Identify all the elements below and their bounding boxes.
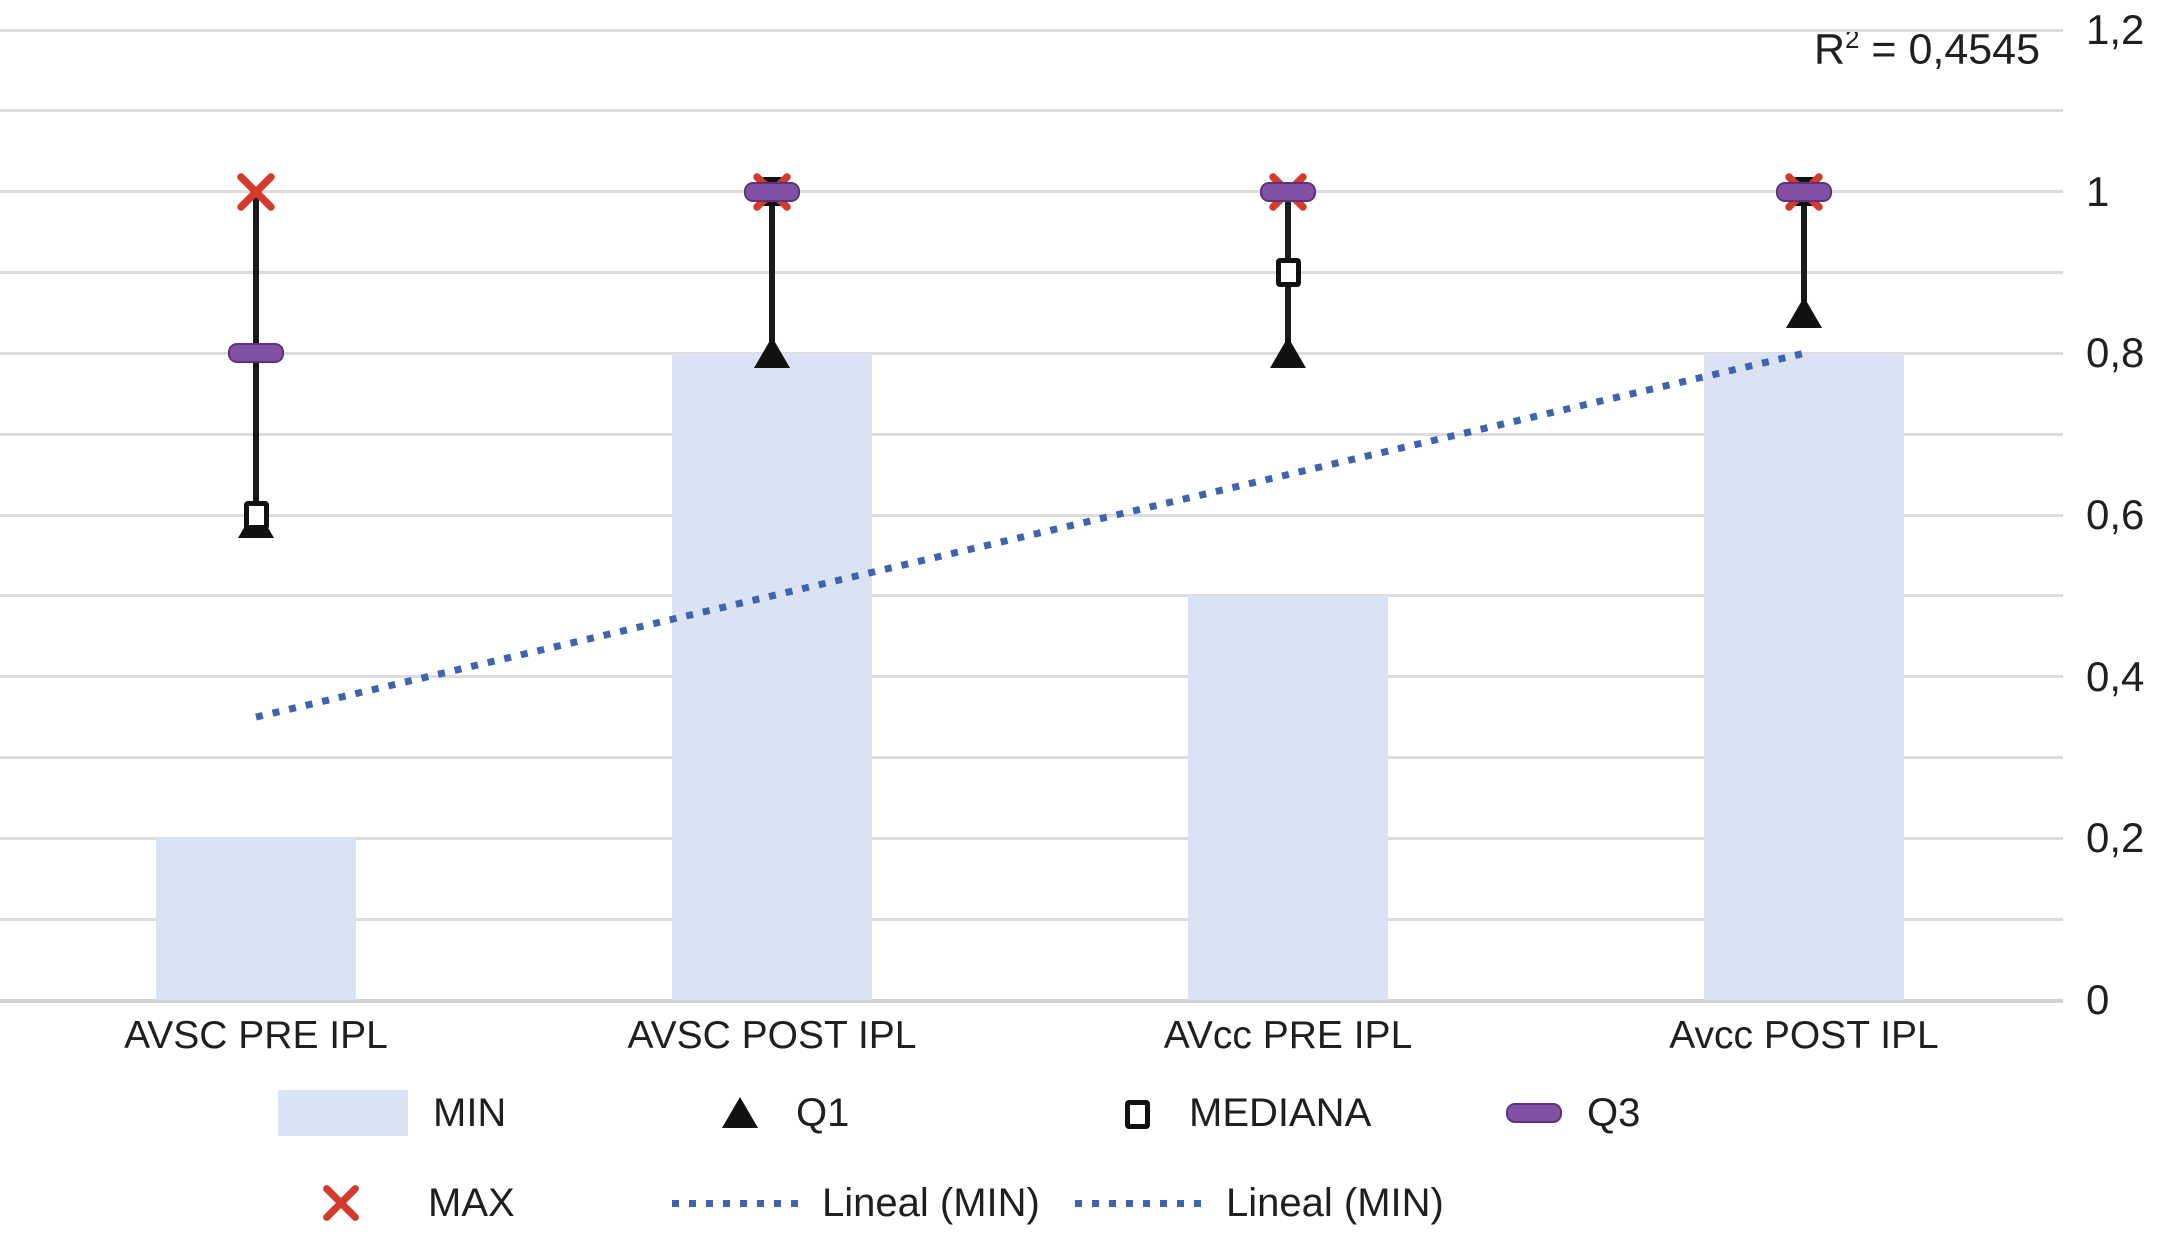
q3-dash-marker [228,343,284,364]
y-axis-tick-label: 0,2 [2086,814,2145,862]
gridline [0,917,2063,921]
mediana-square-marker [1275,258,1301,287]
y-axis-tick-label: 0,8 [2086,329,2145,377]
trendline-lineal-min [255,349,1805,721]
legend-min-label: MIN [433,1091,507,1135]
legend-mediana-label: MEDIANA [1189,1091,1372,1135]
legend-max-label: MAX [428,1181,515,1225]
x-axis-category-label: AVSC POST IPL [627,1014,917,1057]
y-axis-tick-label: 0 [2086,976,2110,1023]
min-bar [156,838,356,1000]
r-squared-annotation: R2 = 0,4545 [1814,14,2040,74]
r2-value: = 0,4545 [1859,25,2040,74]
legend-q1-label: Q1 [796,1091,850,1135]
legend-min-swatch [278,1090,408,1136]
gridline [0,594,2063,598]
legend-lineal-1-dotted-icon [672,1200,805,1207]
min-bar [1704,353,1904,1000]
q1-triangle-marker [1270,337,1306,369]
r2-base: R [1813,25,1845,74]
q3-dash-marker [1260,181,1316,202]
mediana-square-marker [243,500,269,530]
legend-q3-dash-icon [1506,1103,1562,1123]
r2-superscript: 2 [1845,24,1860,54]
y-axis-tick-label: 1,2 [2086,6,2145,53]
min-bar [1188,595,1388,1000]
min-bar [672,353,872,1000]
gridline [0,836,2063,840]
x-axis-category-label: AVcc PRE IPL [1163,1014,1413,1057]
legend-max-x-icon [323,1185,359,1221]
gridline [0,28,2063,32]
q3-dash-marker [744,181,800,202]
gridline [0,271,2063,274]
y-axis-tick-label: 1 [2086,167,2110,215]
legend-q1-triangle-icon [722,1097,758,1128]
gridline [0,351,2063,355]
high-low-line [1801,191,1807,313]
x-axis-line [0,998,2063,1003]
y-axis-tick-label: 0,6 [2086,491,2145,538]
high-low-line [769,191,775,354]
legend-lineal-2-dotted-icon [1075,1200,1210,1207]
legend-q3-label: Q3 [1587,1091,1641,1135]
x-axis-category-label: Avcc POST IPL [1669,1014,1939,1057]
q1-triangle-marker [754,337,790,369]
y-axis-tick-label: 0,4 [2086,652,2145,700]
max-x-marker [237,172,275,211]
x-axis-category-label: AVSC PRE IPL [124,1014,388,1057]
legend-lineal-2-label: Lineal (MIN) [1226,1181,1444,1225]
gridline [0,109,2063,113]
gridline [0,756,2063,759]
legend-lineal-1-label: Lineal (MIN) [822,1181,1040,1225]
gridline [0,432,2063,436]
gridline [0,675,2063,679]
q3-dash-marker [1776,181,1832,202]
legend-mediana-square-icon [1125,1100,1150,1129]
q1-triangle-marker [1786,296,1822,328]
gridline [0,513,2063,517]
gridline [0,190,2063,194]
